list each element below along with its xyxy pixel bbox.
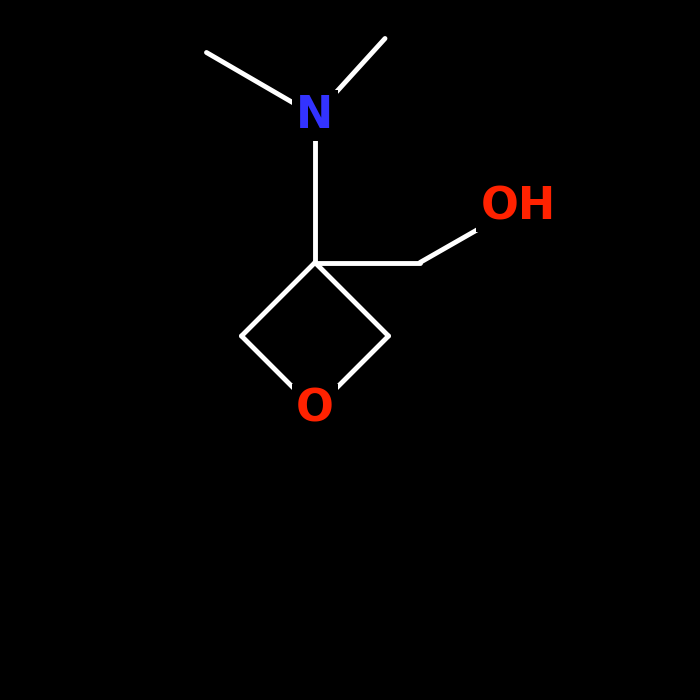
Text: OH: OH: [480, 185, 556, 228]
Text: N: N: [296, 94, 334, 137]
Text: O: O: [296, 388, 334, 431]
